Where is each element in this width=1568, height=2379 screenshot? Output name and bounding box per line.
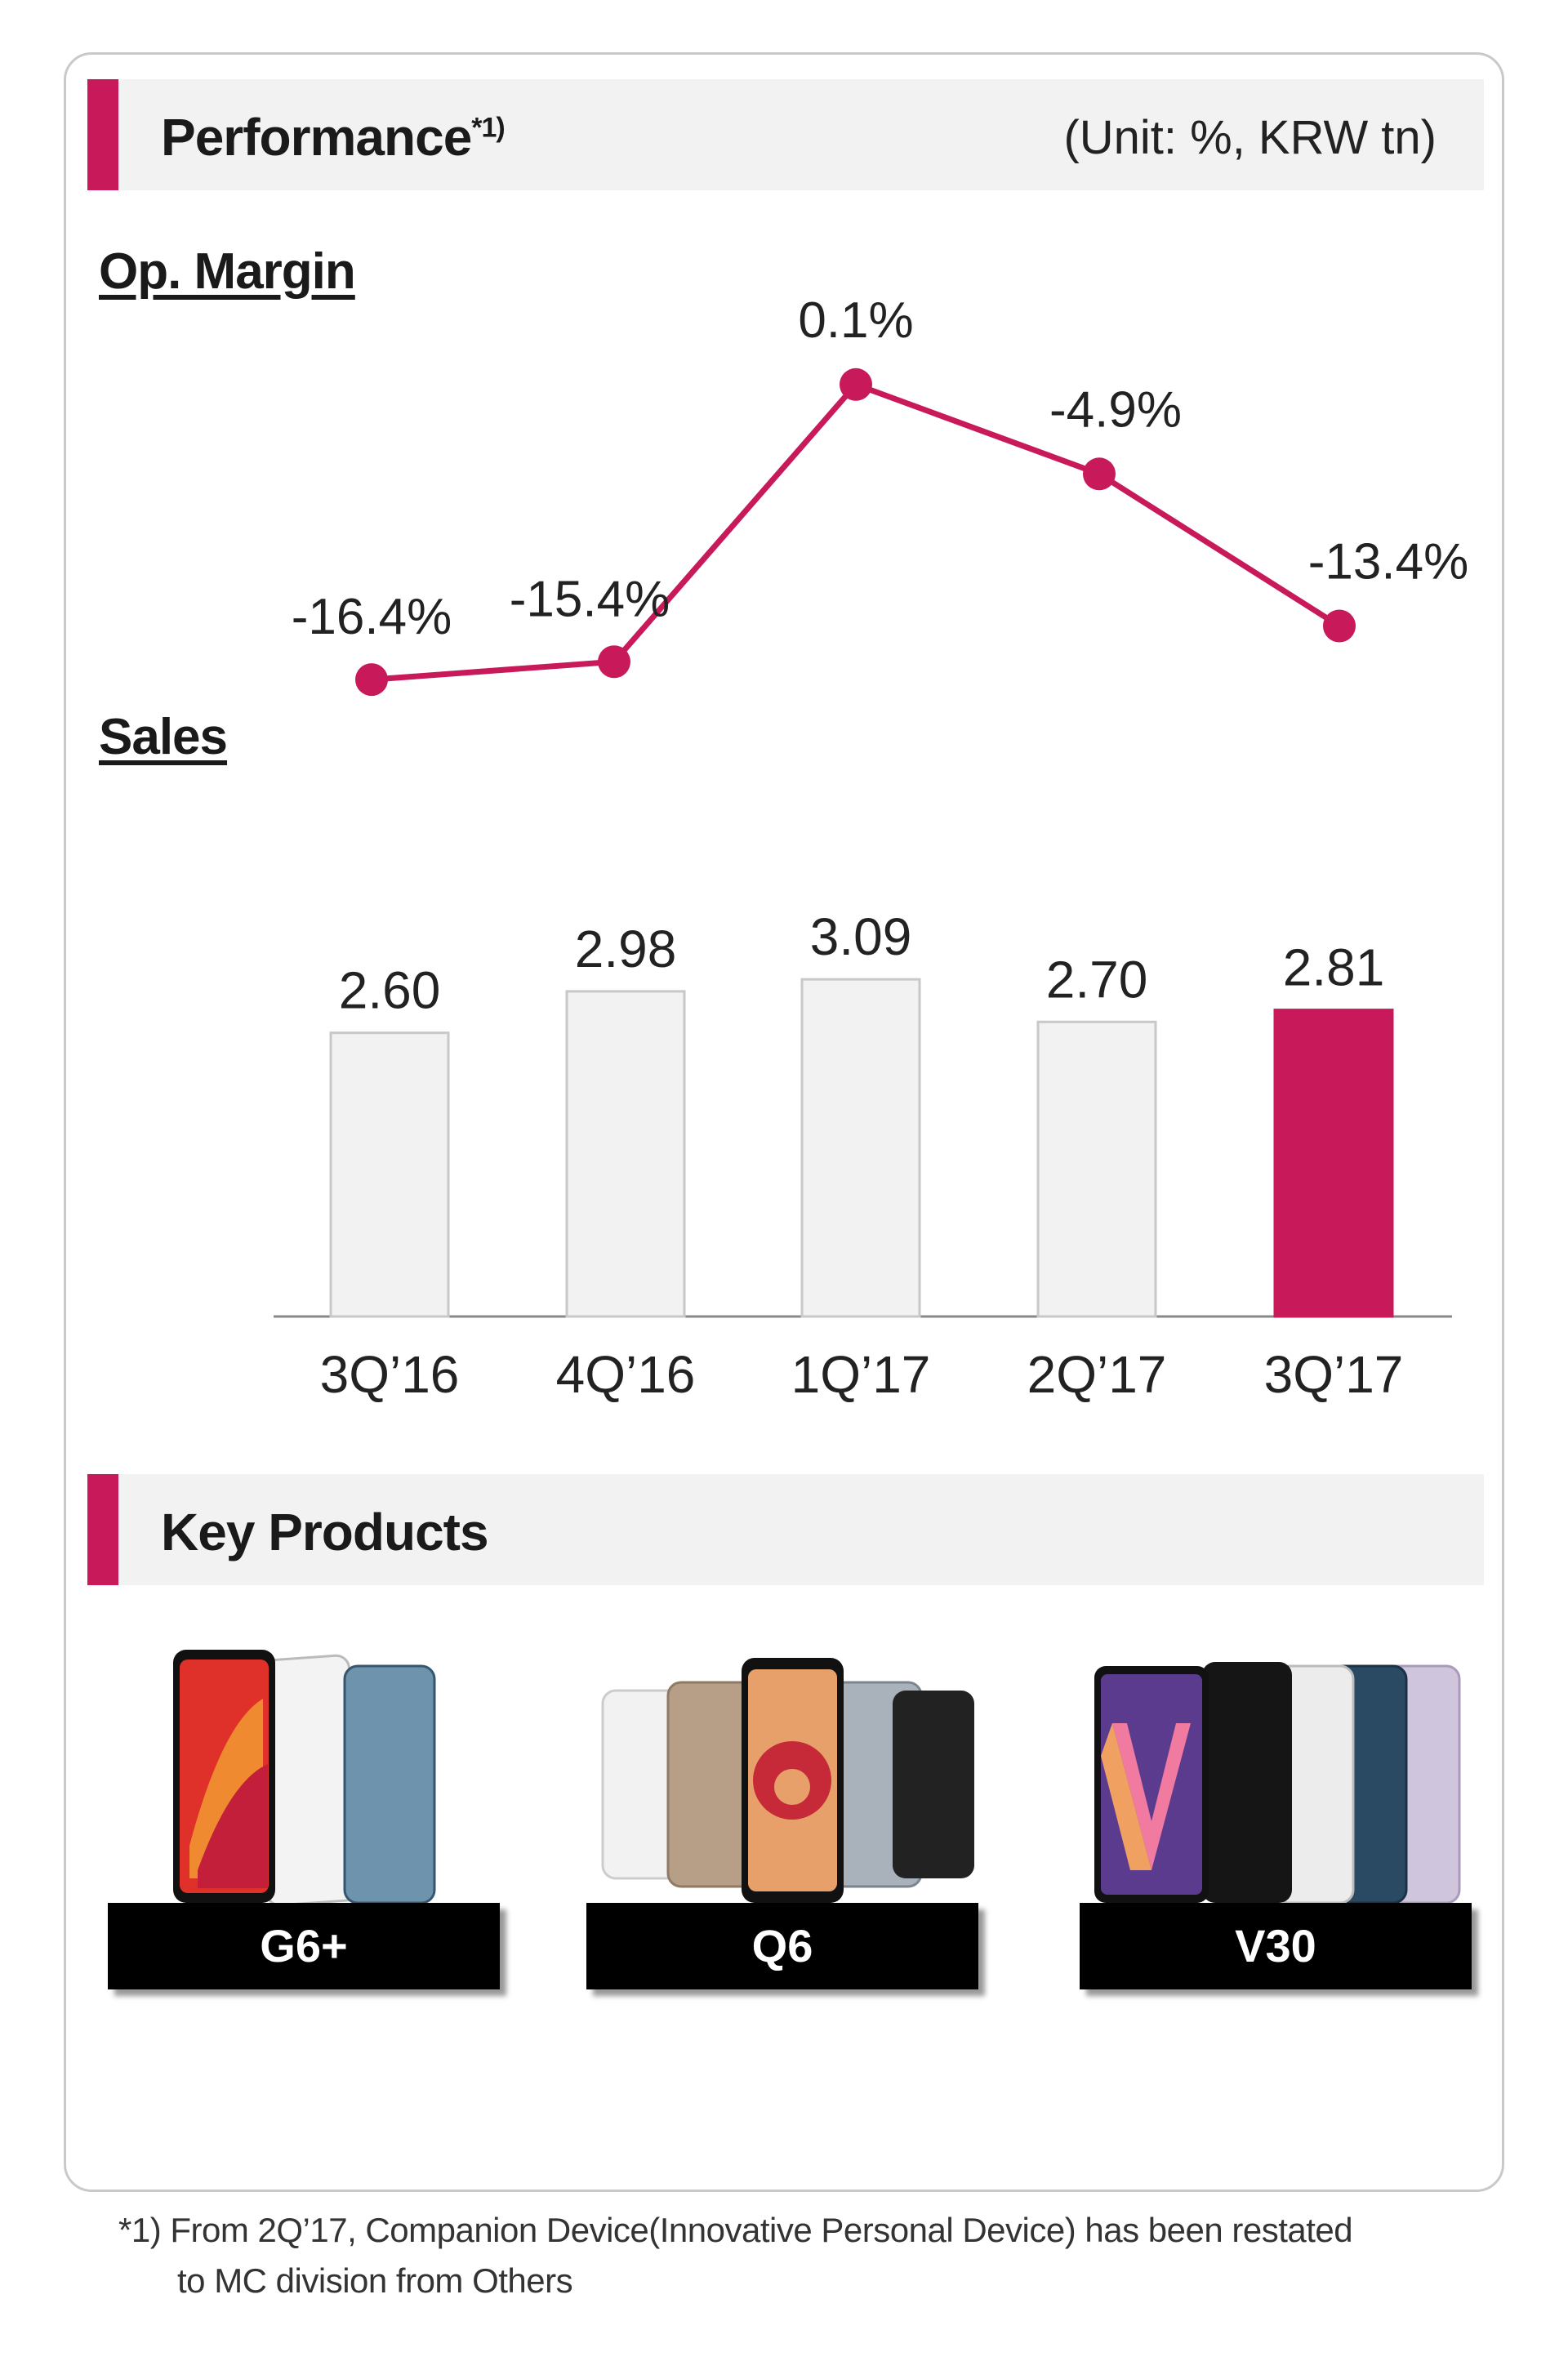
header-accent-bar [87,1474,118,1585]
performance-chart: 2.60 3Q’16 2.98 4Q’16 3.09 1Q’17 2.70 2Q’17 2.81… [274,292,1468,1404]
op-margin-label-3: -4.9% [1049,381,1182,438]
q6-phone-image [601,1658,974,1903]
footnote-line-2: to MC division from Others [177,2261,573,2300]
sales-bar-4 [1273,1009,1394,1318]
g6plus-label: G6+ [108,1903,500,1989]
sales-value-label-3: 2.70 [1046,950,1148,1009]
sales-value-label-4: 2.81 [1283,938,1385,997]
op-margin-label-4: -13.4% [1308,533,1468,590]
performance-title: Performance*1) [161,108,506,167]
sales-bar-3 [1036,1020,1157,1318]
op-margin-label: Op. Margin [99,243,356,300]
op-margin-point-4 [1323,609,1356,643]
op-margin-point-3 [1083,457,1116,491]
sales-bar-0 [329,1031,450,1318]
op-margin-line [371,381,1341,683]
op-margin-point-0 [355,663,388,697]
footnote-line-1: *1) From 2Q’17, Companion Device(Innovat… [118,2211,1353,2249]
footnote: *1) From 2Q’17, Companion Device(Innovat… [118,2205,1353,2306]
op-margin-label-1: -15.4% [510,571,670,627]
sales-value-label-2: 3.09 [810,907,912,966]
key-products-header: Key Products [87,1474,1484,1585]
sales-value-label-0: 2.60 [339,961,441,1020]
v30-phone-image [1094,1662,1461,1905]
sales-value-label-1: 2.98 [575,920,677,978]
sales-bar-1 [565,990,686,1318]
q6-label: Q6 [586,1903,978,1989]
x-tick-label-0: 3Q’16 [320,1345,460,1404]
key-products-title: Key Products [161,1503,489,1561]
header-accent-bar [87,79,118,190]
product-v30: V30 [1080,1601,1472,1989]
op-margin-point-2 [840,368,872,401]
op-margin-label-2: 0.1% [798,292,913,349]
op-margin-label-0: -16.4% [292,589,452,645]
x-tick-label-2: 1Q’17 [791,1345,931,1404]
sales-bar-2 [800,978,921,1318]
x-tick-label-4: 3Q’17 [1264,1345,1404,1404]
x-tick-label-1: 4Q’16 [556,1345,696,1404]
product-q6: Q6 [586,1601,978,1989]
product-g6plus: G6+ [108,1601,500,1989]
x-tick-label-3: 2Q’17 [1027,1345,1167,1404]
v30-label: V30 [1080,1903,1472,1989]
sales-label: Sales [99,709,228,765]
performance-header: Performance*1) (Unit: %, KRW tn) [87,79,1484,190]
unit-label: (Unit: %, KRW tn) [1063,111,1437,164]
g6plus-phone-image [173,1650,436,1907]
op-margin-point-1 [598,645,630,679]
